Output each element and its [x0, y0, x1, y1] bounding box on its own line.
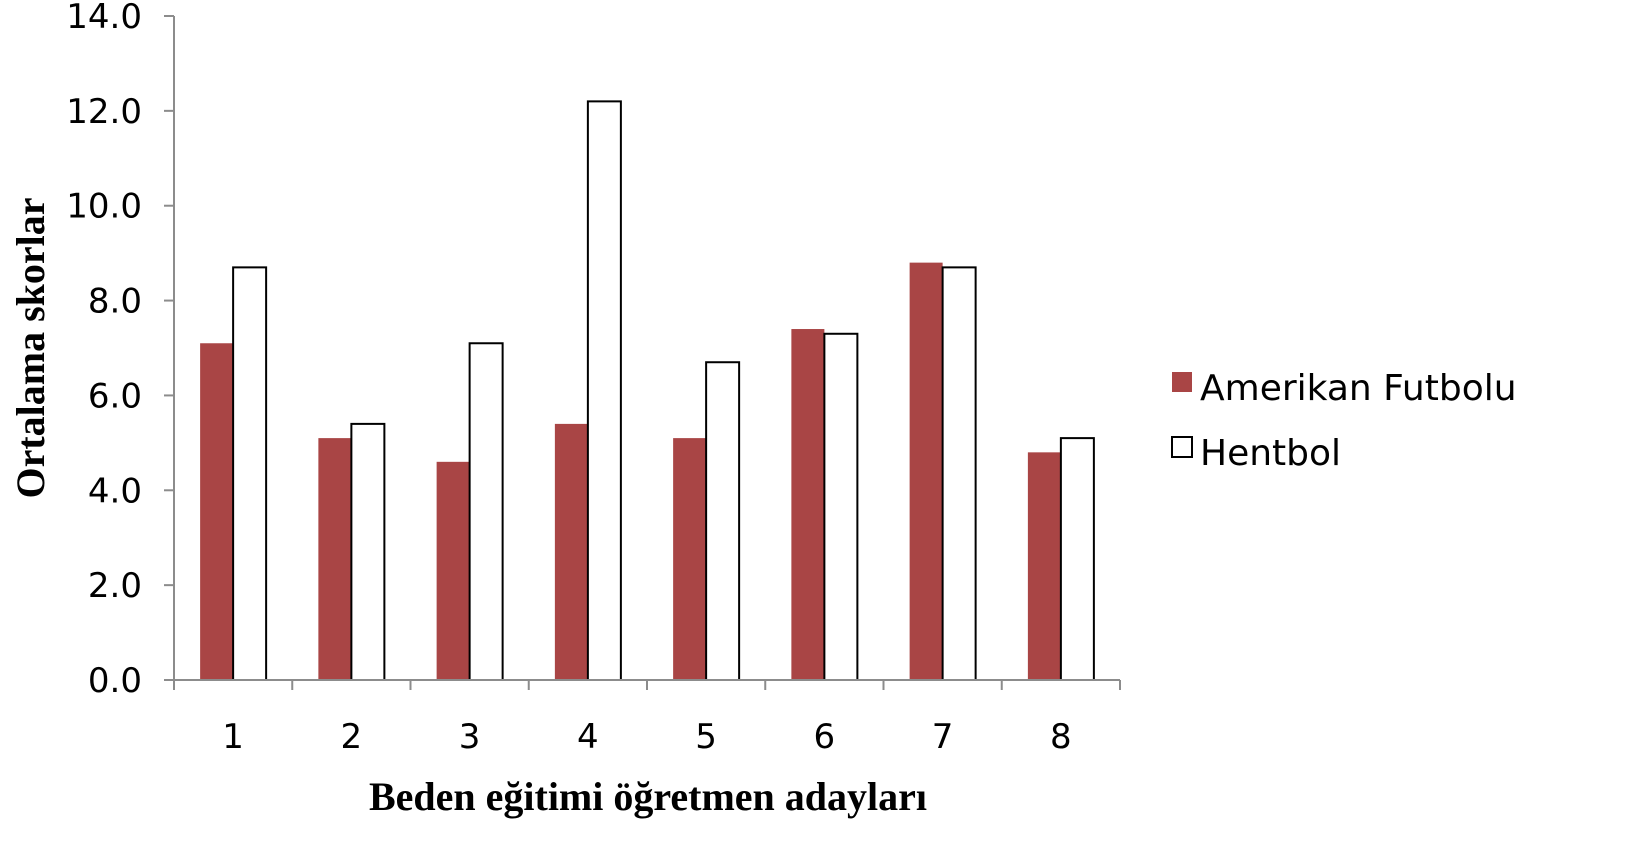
bars — [200, 100, 1095, 682]
x-tick-label: 4 — [577, 717, 599, 757]
x-tick-label: 1 — [222, 717, 244, 757]
x-tick-label: 3 — [459, 717, 481, 757]
legend-swatch-hentbol — [1171, 436, 1193, 458]
x-tick-label: 8 — [1050, 717, 1072, 757]
x-tick-label: 6 — [814, 717, 836, 757]
bar-amerikan-futbolu-8 — [1027, 452, 1061, 680]
y-tick-label: 6.0 — [88, 376, 142, 416]
bar-hentbol-5 — [705, 361, 741, 681]
y-tick-label: 14.0 — [66, 0, 142, 37]
y-axis-title: Ortalama skorlar — [8, 197, 53, 498]
x-axis-title: Beden eğitimi öğretmen adayları — [369, 774, 927, 819]
bar-amerikan-futbolu-3 — [436, 461, 470, 680]
bar-amerikan-futbolu-4 — [554, 423, 588, 680]
legend-label-amerikan-futbolu: Amerikan Futbolu — [1200, 368, 1517, 409]
bar-amerikan-futbolu-6 — [791, 329, 825, 680]
legend-swatch-amerikan-futbolu — [1172, 372, 1192, 392]
bar-hentbol-7 — [941, 266, 977, 681]
bar-amerikan-futbolu-1 — [200, 343, 234, 680]
bar-hentbol-1 — [232, 266, 268, 681]
x-tick-label: 5 — [695, 717, 717, 757]
y-axis-ticks: 0.0 2.0 4.0 6.0 8.0 10.0 12.0 14.0 — [66, 0, 174, 701]
y-tick-label: 0.0 — [88, 661, 142, 701]
bar-amerikan-futbolu-2 — [318, 438, 352, 680]
y-tick-label: 2.0 — [88, 566, 142, 606]
x-axis-ticks: 1 2 3 4 5 6 7 8 — [173, 680, 1121, 757]
bar-amerikan-futbolu-5 — [673, 438, 707, 680]
bar-hentbol-2 — [350, 422, 386, 681]
y-tick-label: 8.0 — [88, 282, 142, 322]
bar-hentbol-6 — [823, 332, 859, 681]
x-tick-label: 7 — [932, 717, 954, 757]
bar-hentbol-4 — [586, 100, 622, 682]
y-tick-label: 4.0 — [88, 471, 142, 511]
bar-hentbol-3 — [468, 342, 504, 681]
y-tick-label: 10.0 — [66, 187, 142, 227]
bar-amerikan-futbolu-7 — [909, 262, 943, 680]
bar-hentbol-8 — [1059, 437, 1095, 681]
legend-label-hentbol: Hentbol — [1200, 433, 1341, 474]
y-tick-label: 12.0 — [66, 92, 142, 132]
legend: Amerikan Futbolu Hentbol — [1171, 368, 1517, 474]
x-tick-label: 2 — [341, 717, 363, 757]
